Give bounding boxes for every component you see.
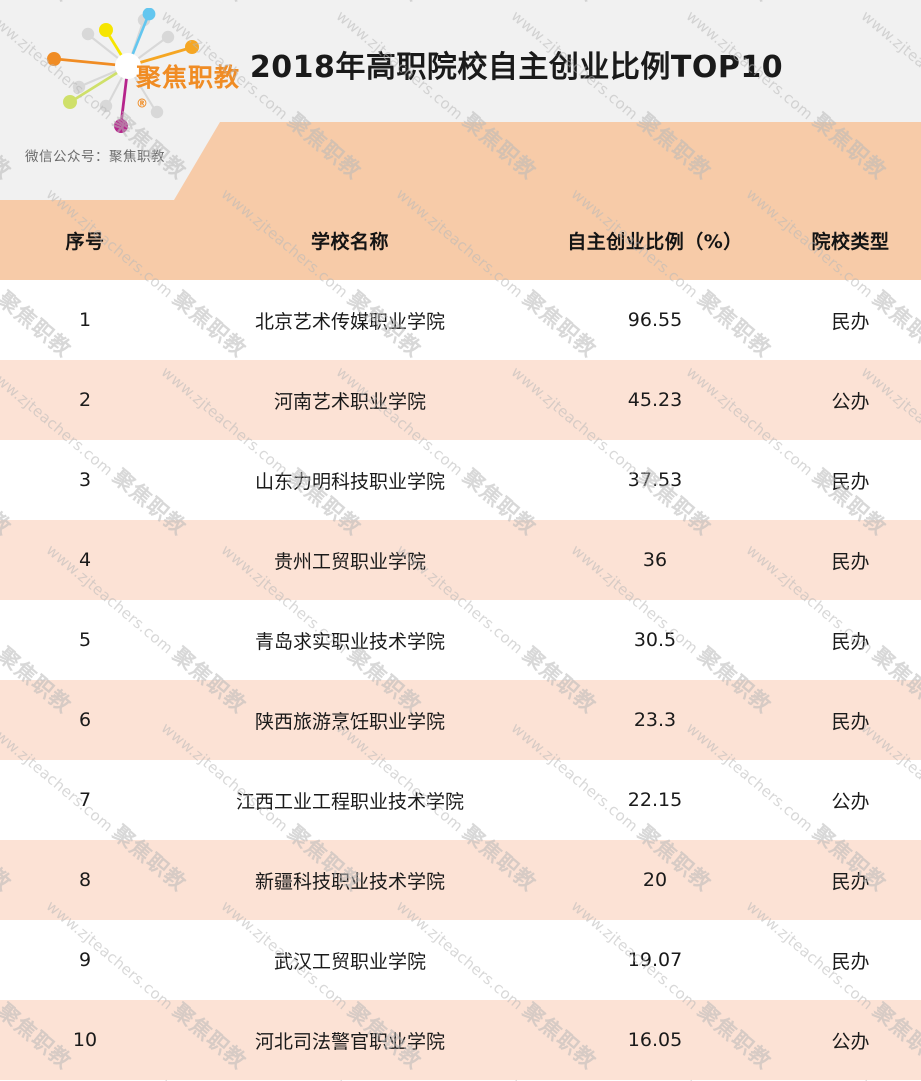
table-row: 10 河北司法警官职业学院 16.05 公办 (0, 1000, 921, 1080)
table-row: 4 贵州工贸职业学院 36 民办 (0, 520, 921, 600)
header-banner: 聚焦职教 ® 微信公众号：聚焦职教 2018年高职院校自主创业比例TOP10 (0, 0, 921, 200)
banner-peach-wedge (174, 122, 921, 200)
cell-rank: 7 (0, 760, 170, 840)
cell-type: 民办 (780, 840, 921, 920)
cell-school: 新疆科技职业技术学院 (170, 840, 530, 920)
cell-rate: 96.55 (530, 280, 780, 360)
cell-type: 公办 (780, 760, 921, 840)
cell-school: 江西工业工程职业技术学院 (170, 760, 530, 840)
brand-subtitle: 微信公众号：聚焦职教 (25, 149, 165, 165)
cell-type: 民办 (780, 920, 921, 1000)
column-header-school: 学校名称 (170, 200, 530, 280)
logo-wordmark: 聚焦职教 ® (136, 58, 248, 123)
table-row: 8 新疆科技职业技术学院 20 民办 (0, 840, 921, 920)
table-row: 1 北京艺术传媒职业学院 96.55 民办 (0, 280, 921, 360)
column-header-rate: 自主创业比例（%） (530, 200, 780, 280)
cell-school: 贵州工贸职业学院 (170, 520, 530, 600)
cell-rate: 30.5 (530, 600, 780, 680)
cell-rank: 2 (0, 360, 170, 440)
cell-school: 河北司法警官职业学院 (170, 1000, 530, 1080)
column-header-type: 院校类型 (780, 200, 921, 280)
cell-rank: 3 (0, 440, 170, 520)
table-row: 2 河南艺术职业学院 45.23 公办 (0, 360, 921, 440)
cell-rate: 16.05 (530, 1000, 780, 1080)
cell-rank: 1 (0, 280, 170, 360)
table-row: 7 江西工业工程职业技术学院 22.15 公办 (0, 760, 921, 840)
cell-school: 河南艺术职业学院 (170, 360, 530, 440)
cell-type: 民办 (780, 600, 921, 680)
cell-type: 公办 (780, 360, 921, 440)
table-head: 序号 学校名称 自主创业比例（%） 院校类型 (0, 200, 921, 280)
ranking-table: 序号 学校名称 自主创业比例（%） 院校类型 1 北京艺术传媒职业学院 96.55 民… (0, 200, 921, 1080)
cell-type: 民办 (780, 520, 921, 600)
cell-rate: 45.23 (530, 360, 780, 440)
logo-wordmark-text: 聚焦职教 (136, 63, 241, 92)
table-row: 3 山东力明科技职业学院 37.53 民办 (0, 440, 921, 520)
cell-school: 武汉工贸职业学院 (170, 920, 530, 1000)
cell-rank: 6 (0, 680, 170, 760)
cell-rate: 37.53 (530, 440, 780, 520)
cell-type: 民办 (780, 440, 921, 520)
table-header-row: 序号 学校名称 自主创业比例（%） 院校类型 (0, 200, 921, 280)
cell-school: 青岛求实职业技术学院 (170, 600, 530, 680)
cell-rank: 9 (0, 920, 170, 1000)
cell-type: 民办 (780, 680, 921, 760)
cell-type: 公办 (780, 1000, 921, 1080)
registered-trademark-icon: ® (136, 96, 149, 111)
cell-school: 山东力明科技职业学院 (170, 440, 530, 520)
page-title: 2018年高职院校自主创业比例TOP10 (249, 50, 784, 85)
table-row: 5 青岛求实职业技术学院 30.5 民办 (0, 600, 921, 680)
brand-logo: 聚焦职教 ® (18, 8, 248, 133)
cell-school: 陕西旅游烹饪职业学院 (170, 680, 530, 760)
table-body: 1 北京艺术传媒职业学院 96.55 民办 2 河南艺术职业学院 45.23 公办 3 山东力明科… (0, 280, 921, 1080)
cell-rank: 4 (0, 520, 170, 600)
cell-rate: 22.15 (530, 760, 780, 840)
table-row: 9 武汉工贸职业学院 19.07 民办 (0, 920, 921, 1000)
cell-type: 民办 (780, 280, 921, 360)
table-row: 6 陕西旅游烹饪职业学院 23.3 民办 (0, 680, 921, 760)
cell-rate: 20 (530, 840, 780, 920)
cell-rate: 19.07 (530, 920, 780, 1000)
cell-rate: 23.3 (530, 680, 780, 760)
logo-burst-icon (47, 8, 199, 133)
cell-rate: 36 (530, 520, 780, 600)
ranking-table-container: 序号 学校名称 自主创业比例（%） 院校类型 1 北京艺术传媒职业学院 96.55 民… (0, 200, 921, 1081)
cell-rank: 8 (0, 840, 170, 920)
column-header-rank: 序号 (0, 200, 170, 280)
cell-rank: 10 (0, 1000, 170, 1080)
cell-school: 北京艺术传媒职业学院 (170, 280, 530, 360)
cell-rank: 5 (0, 600, 170, 680)
